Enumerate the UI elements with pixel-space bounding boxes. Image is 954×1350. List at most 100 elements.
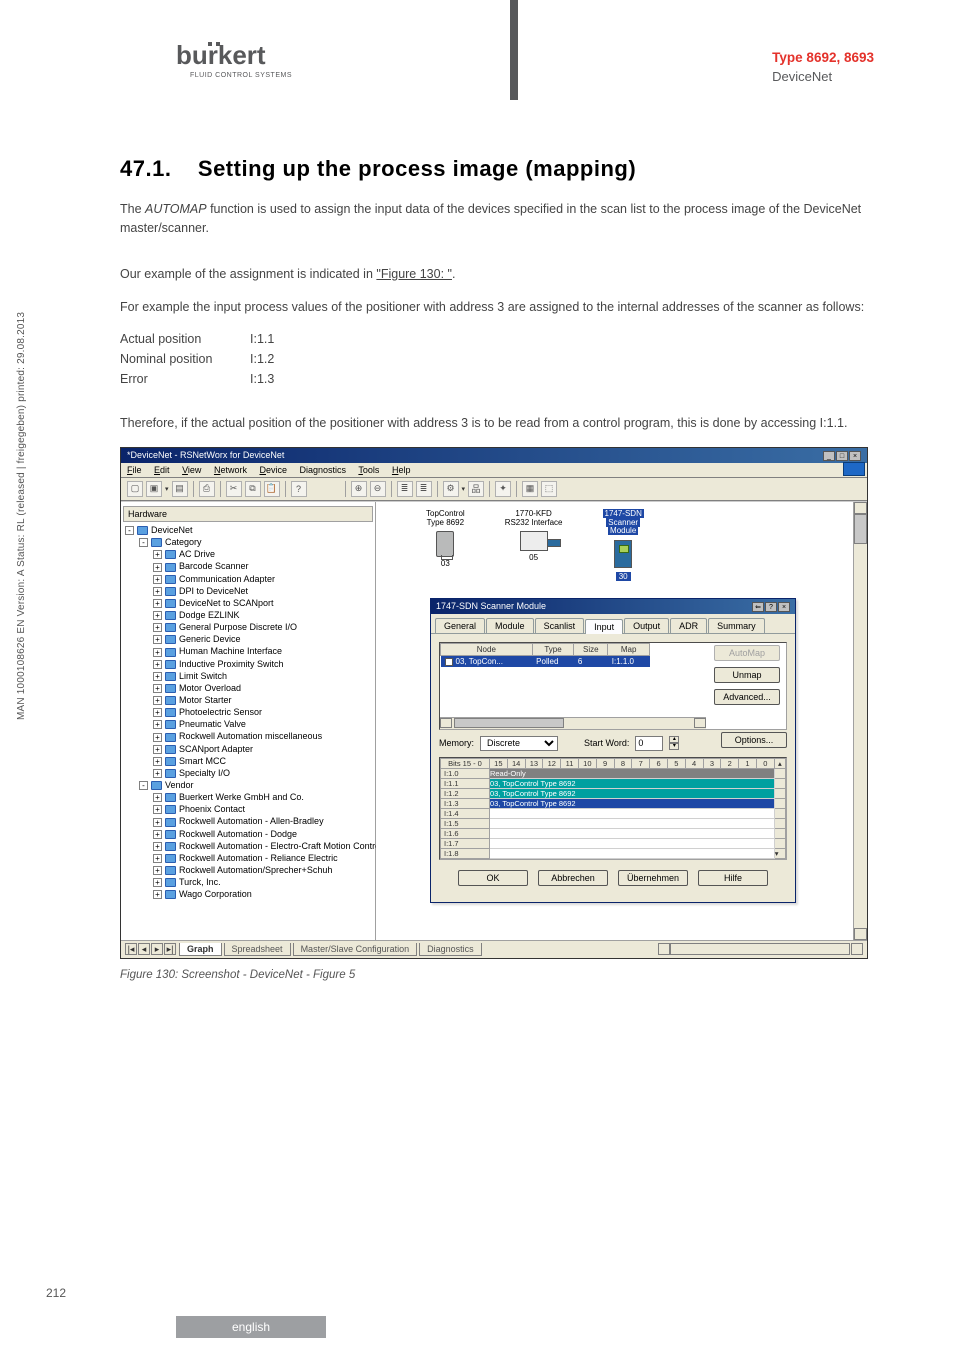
tab-module[interactable]: Module	[486, 618, 534, 633]
tree-node[interactable]: +Smart MCC	[123, 755, 373, 767]
toolbar-button[interactable]: 📋	[264, 481, 280, 497]
tab-general[interactable]: General	[435, 618, 485, 633]
tree-node[interactable]: +AC Drive	[123, 548, 373, 560]
tree-node[interactable]: +SCANport Adapter	[123, 743, 373, 755]
tree-node[interactable]: +General Purpose Discrete I/O	[123, 621, 373, 633]
tree-node[interactable]: +Rockwell Automation miscellaneous	[123, 730, 373, 742]
tab-output[interactable]: Output	[624, 618, 669, 633]
tree-node[interactable]: +Generic Device	[123, 633, 373, 645]
tree-node[interactable]: +Barcode Scanner	[123, 560, 373, 572]
bottom-tab-graph[interactable]: Graph	[179, 943, 222, 956]
hscroll-left-icon[interactable]	[658, 943, 670, 955]
scroll-right-icon[interactable]	[694, 718, 706, 728]
tree-node[interactable]: +Inductive Proximity Switch	[123, 658, 373, 670]
advanced-button[interactable]: Advanced...	[714, 689, 780, 705]
toolbar-button[interactable]: ⊕	[351, 481, 367, 497]
toolbar[interactable]: ▢ ▣ ▾ ▤ ⎙ ✂ ⧉ 📋 ? ⊕ ⊖ ≣ ≣ ⚙ ▾ 品 ✦	[121, 478, 867, 501]
toolbar-button[interactable]: ⊖	[370, 481, 386, 497]
menu-item[interactable]: Help	[392, 465, 411, 475]
menu-item[interactable]: Diagnostics	[300, 465, 347, 475]
automap-button[interactable]: AutoMap	[714, 645, 780, 661]
tab-summary[interactable]: Summary	[708, 618, 765, 633]
tree-node[interactable]: +Rockwell Automation - Electro-Craft Mot…	[123, 840, 373, 852]
hardware-tree[interactable]: Hardware -DeviceNet-Category+AC Drive+Ba…	[121, 502, 376, 940]
figure-link[interactable]: "Figure 130: "	[376, 267, 452, 281]
toolbar-button[interactable]: ▢	[127, 481, 143, 497]
scroll-thumb[interactable]	[454, 718, 564, 728]
window-titlebar[interactable]: *DeviceNet - RSNetWorx for DeviceNet _□×	[121, 448, 867, 463]
scroll-left-icon[interactable]	[440, 718, 452, 728]
tab-scanlist[interactable]: Scanlist	[535, 618, 585, 633]
tree-node[interactable]: +Pneumatic Valve	[123, 718, 373, 730]
menu-item[interactable]: File	[127, 465, 142, 475]
toolbar-button[interactable]: ≣	[416, 481, 432, 497]
tree-node[interactable]: +Rockwell Automation/Sprecher+Schuh	[123, 864, 373, 876]
col-node[interactable]: Node	[441, 643, 533, 655]
tabstrip-nav[interactable]: |◂◂▸▸|	[125, 943, 177, 955]
hscroll-right-icon[interactable]	[851, 943, 863, 955]
dialog-help-icon[interactable]: ?	[765, 602, 777, 612]
toolbar-button[interactable]: ⬚	[541, 481, 557, 497]
col-type[interactable]: Type	[532, 643, 574, 655]
menu-item[interactable]: Edit	[154, 465, 170, 475]
toolbar-button[interactable]: ⎙	[199, 481, 215, 497]
tree-node[interactable]: +Rockwell Automation - Dodge	[123, 828, 373, 840]
tree-node[interactable]: -Vendor	[123, 779, 373, 791]
toolbar-button[interactable]: ▤	[172, 481, 188, 497]
tree-node[interactable]: +Limit Switch	[123, 670, 373, 682]
bottom-tab-diagnostics[interactable]: Diagnostics	[419, 943, 482, 956]
tree-node[interactable]: +Turck, Inc.	[123, 876, 373, 888]
menu-item[interactable]: Tools	[358, 465, 379, 475]
toolbar-button[interactable]: ▣	[146, 481, 162, 497]
address-map-table[interactable]: Bits 15 - 01514131211109876543210▴I:1.0R…	[439, 757, 787, 860]
bottom-tabstrip[interactable]: |◂◂▸▸| Graph Spreadsheet Master/Slave Co…	[121, 940, 867, 958]
tree-node[interactable]: +Rockwell Automation - Allen-Bradley	[123, 815, 373, 827]
tree-node[interactable]: +Communication Adapter	[123, 573, 373, 585]
bottom-tab-masterslave[interactable]: Master/Slave Configuration	[293, 943, 418, 956]
tree-node[interactable]: +Photoelectric Sensor	[123, 706, 373, 718]
tree-node[interactable]: +Motor Starter	[123, 694, 373, 706]
close-icon[interactable]: ×	[849, 451, 861, 461]
toolbar-button[interactable]: ✂	[226, 481, 242, 497]
toolbar-button[interactable]: ⧉	[245, 481, 261, 497]
menu-item[interactable]: View	[182, 465, 201, 475]
options-button[interactable]: Options...	[721, 732, 787, 748]
tree-node[interactable]: -Category	[123, 536, 373, 548]
dialog-prev-icon[interactable]: ⇐	[752, 602, 764, 612]
cancel-button[interactable]: Abbrechen	[538, 870, 608, 886]
startword-input[interactable]	[635, 736, 663, 751]
network-canvas[interactable]: TopControlType 8692 03 1770-KFDRS232 Int…	[376, 502, 853, 940]
apply-button[interactable]: Übernehmen	[618, 870, 688, 886]
memory-select[interactable]: Discrete	[480, 736, 558, 751]
maximize-icon[interactable]: □	[836, 451, 848, 461]
tree-node[interactable]: +Rockwell Automation - Reliance Electric	[123, 852, 373, 864]
toolbar-button[interactable]: ≣	[397, 481, 413, 497]
scroll-up-icon[interactable]	[854, 502, 867, 514]
tree-node[interactable]: +Dodge EZLINK	[123, 609, 373, 621]
ok-button[interactable]: OK	[458, 870, 528, 886]
help-button[interactable]: Hilfe	[698, 870, 768, 886]
device-topcontrol[interactable]: TopControlType 8692 03	[426, 510, 465, 569]
tree-node[interactable]: +Wago Corporation	[123, 888, 373, 900]
tree-node[interactable]: +DeviceNet to SCANport	[123, 597, 373, 609]
unmap-button[interactable]: Unmap	[714, 667, 780, 683]
scroll-down-icon[interactable]	[854, 928, 867, 940]
tree-node[interactable]: +Specialty I/O	[123, 767, 373, 779]
device-kfd[interactable]: 1770-KFDRS232 Interface 05	[505, 510, 563, 563]
toolbar-button[interactable]: ▦	[522, 481, 538, 497]
scanner-properties-dialog[interactable]: 1747-SDN Scanner Module ⇐?× General Modu…	[430, 598, 796, 903]
list-row-selected[interactable]: 03, TopCon... Polled 6 I:1.1.0	[441, 655, 650, 667]
device-sdn[interactable]: 1747-SDNScannerModule 30	[603, 510, 644, 581]
window-controls[interactable]: _□×	[822, 450, 861, 461]
hscroll-track[interactable]	[670, 943, 850, 955]
tree-node[interactable]: +Motor Overload	[123, 682, 373, 694]
col-map[interactable]: Map	[608, 643, 650, 655]
dialog-close-icon[interactable]: ×	[778, 602, 790, 612]
tree-node[interactable]: -DeviceNet	[123, 524, 373, 536]
dialog-tabs[interactable]: General Module Scanlist Input Output ADR…	[431, 614, 795, 634]
minimize-icon[interactable]: _	[823, 451, 835, 461]
toolbar-button[interactable]: ?	[291, 481, 307, 497]
node-list[interactable]: Node Type Size Map 03, TopCon... Polled …	[439, 642, 787, 730]
tree-node[interactable]: +Phoenix Contact	[123, 803, 373, 815]
menu-item[interactable]: Device	[259, 465, 287, 475]
